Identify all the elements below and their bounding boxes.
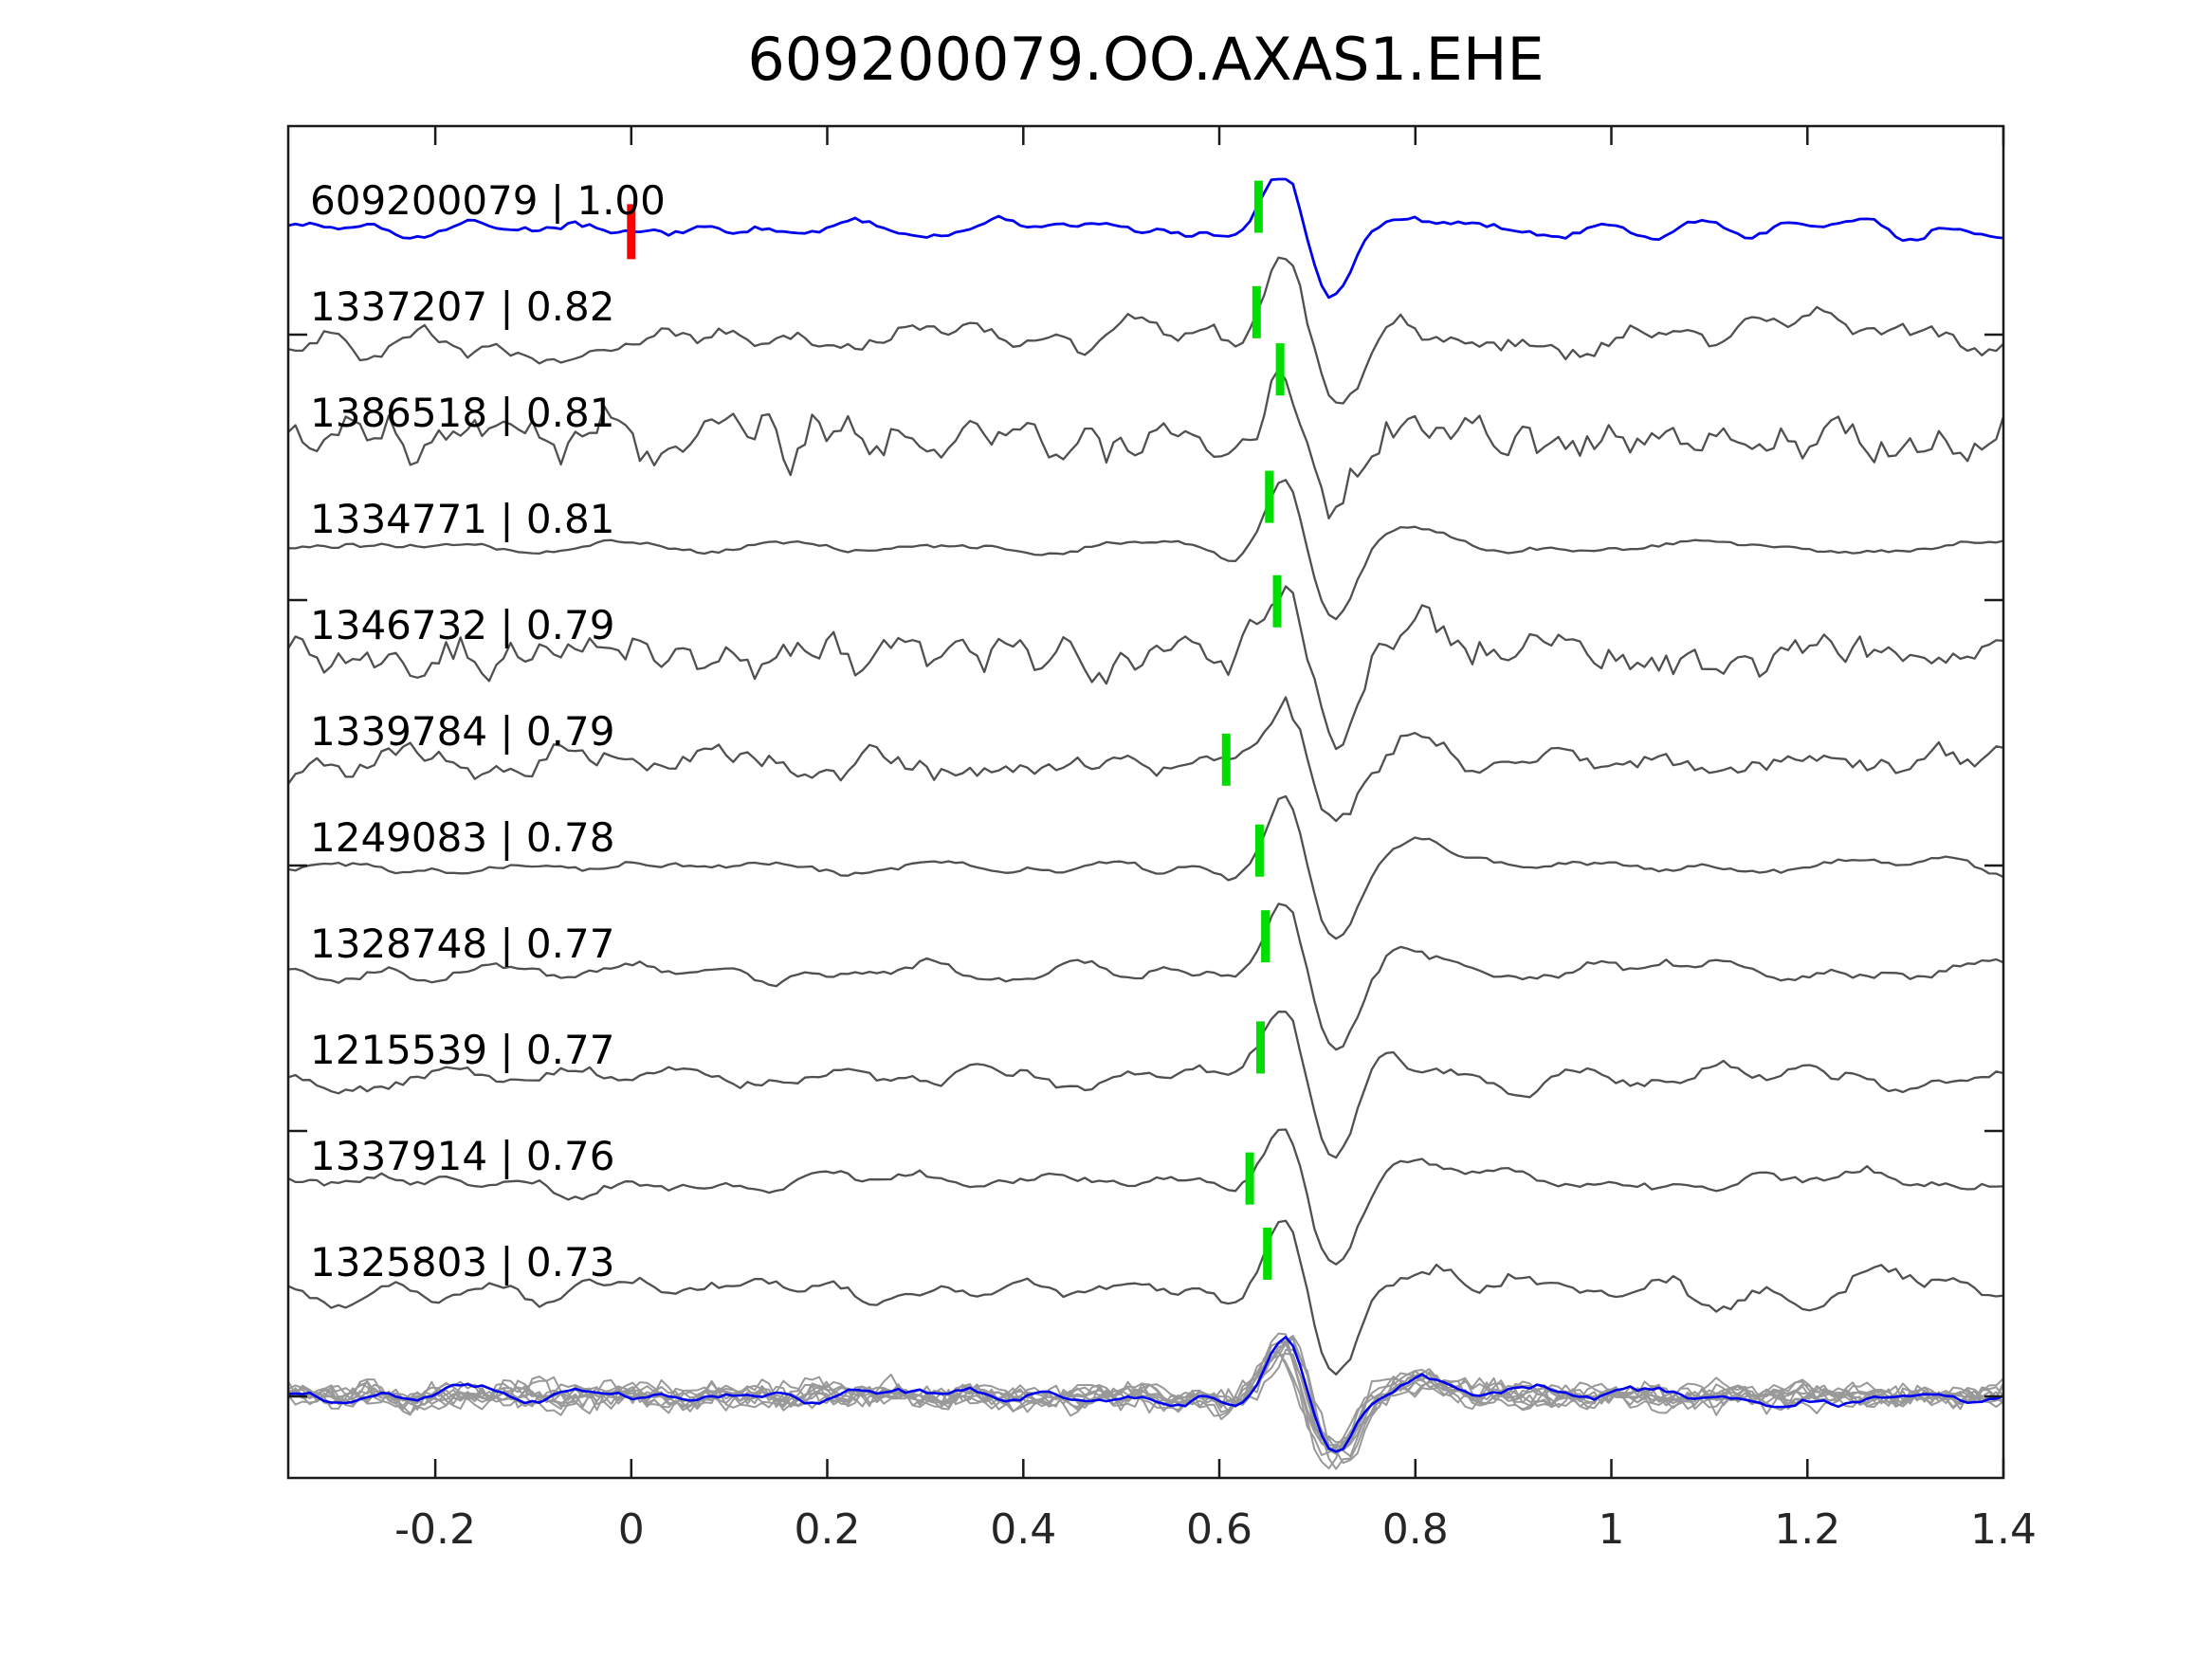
trace-row-1334771	[288, 470, 2003, 621]
trace-label: 1339784 | 0.79	[310, 708, 614, 755]
x-tick-label: 0.4	[990, 1505, 1056, 1554]
trace-row-1249083	[288, 794, 2003, 940]
trace-row-1337914	[288, 1128, 2003, 1266]
trace-row-1346732	[288, 574, 2003, 751]
match-waveform	[288, 1011, 2003, 1159]
x-tick-label: 0	[618, 1505, 645, 1554]
trace-row-1328748	[288, 902, 2003, 1051]
match-waveform	[288, 368, 2003, 520]
origin-marker	[627, 204, 636, 260]
trace-label: 1325803 | 0.73	[310, 1239, 614, 1285]
pick-marker	[1265, 470, 1274, 523]
trace-row-1339784	[288, 696, 2003, 823]
pick-marker	[1254, 824, 1264, 877]
trace-row-1215539	[288, 1011, 2003, 1159]
pick-marker	[1275, 343, 1285, 396]
pick-marker	[1245, 1152, 1254, 1205]
plot-border	[286, 124, 2005, 1480]
match-waveform	[288, 479, 2003, 621]
x-tick-label: 0.6	[1186, 1505, 1252, 1554]
x-tick-label: 1	[1599, 1505, 1625, 1554]
trace-row-1325803	[288, 1219, 2003, 1376]
template-waveform	[288, 177, 2003, 300]
trace-label: 1215539 | 0.77	[310, 1027, 614, 1073]
plot-title: 609200079.OO.AXAS1.EHE	[747, 25, 1544, 94]
trace-label: 609200079 | 1.00	[310, 177, 666, 224]
match-waveform	[288, 256, 2003, 405]
x-tick-label: 1.4	[1970, 1505, 2037, 1554]
stack-match-waveform	[288, 1353, 2003, 1451]
pick-marker	[1221, 733, 1231, 786]
trace-label: 1337207 | 0.82	[310, 283, 614, 330]
pick-marker	[1263, 1227, 1272, 1280]
trace-label: 1334771 | 0.81	[310, 496, 614, 542]
trace-label: 1386518 | 0.81	[310, 390, 614, 436]
trace-row-609200079	[288, 177, 2003, 300]
match-waveform	[288, 585, 2003, 751]
trace-row-1337207	[288, 256, 2003, 405]
x-tick-label: 0.8	[1382, 1505, 1449, 1554]
trace-label: 1346732 | 0.79	[310, 602, 614, 648]
pick-marker	[1272, 574, 1282, 628]
match-waveform	[288, 794, 2003, 940]
trace-row-1386518	[288, 343, 2003, 520]
x-tick-label: -0.2	[394, 1505, 476, 1554]
pick-marker	[1253, 180, 1263, 233]
match-waveform	[288, 902, 2003, 1051]
stack-row	[288, 1332, 2003, 1470]
trace-label: 1249083 | 0.78	[310, 814, 614, 861]
match-waveform	[288, 696, 2003, 823]
x-tick-label: 1.2	[1774, 1505, 1840, 1554]
match-waveform	[288, 1219, 2003, 1376]
pick-marker	[1261, 910, 1271, 963]
stack-match-waveform	[288, 1350, 2003, 1469]
x-tick-label: 0.2	[795, 1505, 861, 1554]
trace-label: 1337914 | 0.76	[310, 1133, 614, 1179]
pick-marker	[1255, 1021, 1265, 1074]
pick-marker	[1252, 285, 1261, 338]
plot-area	[288, 177, 2003, 1470]
match-waveform	[288, 1128, 2003, 1266]
trace-label: 1328748 | 0.77	[310, 921, 614, 967]
stack-template-waveform	[288, 1336, 2003, 1453]
